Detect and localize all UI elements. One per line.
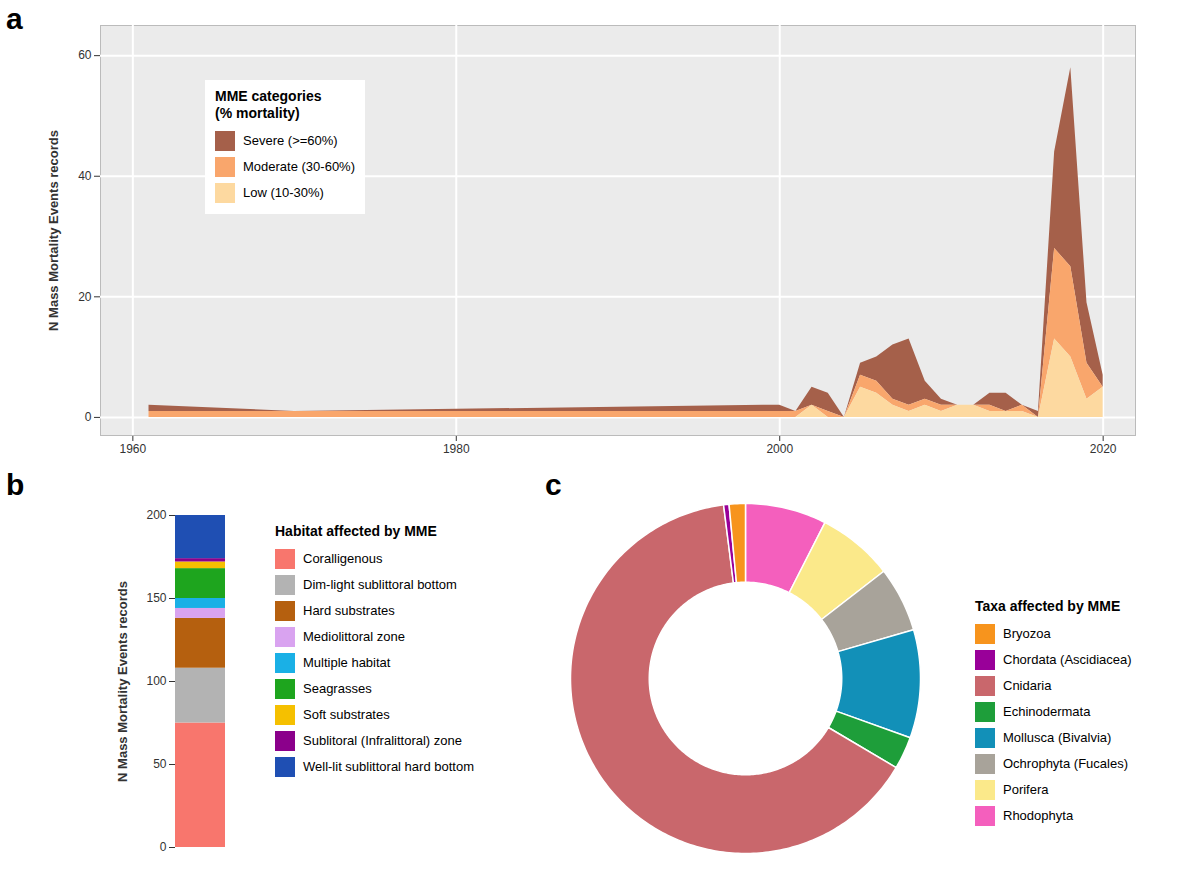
html-text:Rhodophyta: Rhodophyta [1003,808,1074,824]
html-text:Echinodermata: Echinodermata [1003,704,1091,720]
html-text:Low (10-30%): Low (10-30%) [243,185,324,201]
html-text:Seagrasses: Seagrasses [303,681,372,697]
svg-text:N Mass Mortality Events record: N Mass Mortality Events records [46,130,61,331]
html-text:Coralligenous: Coralligenous [303,551,383,567]
svg-text:0: 0 [160,840,167,854]
html-text:Chordata (Ascidiacea): Chordata (Ascidiacea) [1003,652,1132,668]
html-text:c: c [545,468,562,501]
html-text:Moderate (30-60%): Moderate (30-60%) [243,159,355,175]
svg-text:60: 60 [78,48,92,62]
html-text:Multiple habitat: Multiple habitat [303,655,391,671]
svg-text:1960: 1960 [119,442,146,456]
html-text:Well-lit sublittoral hard bott: Well-lit sublittoral hard bottom [303,759,474,775]
html-text:Severe (>=60%): Severe (>=60%) [243,133,338,149]
svg-text:2000: 2000 [766,442,793,456]
html-text:MME categories (% mortality): MME categories (% mortality) [215,88,322,121]
svg-text:100: 100 [146,674,166,688]
html-text:Porifera: Porifera [1003,782,1049,798]
svg-text:2020: 2020 [1090,442,1117,456]
html-text:Hard substrates: Hard substrates [303,603,395,619]
svg-text:150: 150 [146,591,166,605]
svg-text:50: 50 [153,757,167,771]
html-text:a: a [6,2,23,35]
html-text:Bryozoa: Bryozoa [1003,626,1051,642]
html-text:Soft substrates: Soft substrates [303,707,390,723]
html-text:b: b [6,468,25,501]
html-text:Dim-light sublittoral bottom: Dim-light sublittoral bottom [303,577,457,593]
svg-text:200: 200 [146,508,166,522]
html-text:Mediolittoral zone: Mediolittoral zone [303,629,405,645]
svg-text:20: 20 [78,290,92,304]
svg-text:1980: 1980 [443,442,470,456]
html-text:Habitat affected by MME: Habitat affected by MME [275,523,437,539]
html-text:Cnidaria: Cnidaria [1003,678,1052,694]
svg-text:N Mass Mortality Events record: N Mass Mortality Events records [115,581,130,782]
svg-text:40: 40 [78,169,92,183]
html-text:Ochrophyta (Fucales): Ochrophyta (Fucales) [1003,756,1128,772]
html-text:Mollusca (Bivalvia): Mollusca (Bivalvia) [1003,730,1112,746]
svg-text:0: 0 [85,410,92,424]
html-text:Sublitoral (Infralittoral) zon: Sublitoral (Infralittoral) zone [303,733,462,749]
html-text:Taxa affected by MME: Taxa affected by MME [975,598,1121,614]
